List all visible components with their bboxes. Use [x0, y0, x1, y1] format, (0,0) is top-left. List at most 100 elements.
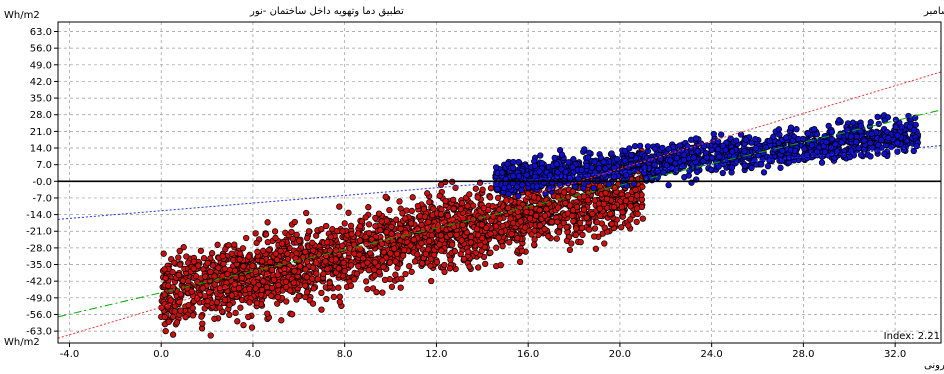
- data-point: [162, 327, 169, 335]
- y-tick-label: -63.0: [26, 327, 52, 338]
- data-point: [272, 250, 279, 257]
- data-point: [245, 253, 252, 260]
- data-point: [302, 248, 309, 255]
- data-point: [450, 205, 457, 212]
- data-point: [573, 225, 580, 232]
- data-point: [611, 164, 618, 172]
- data-point: [618, 203, 626, 211]
- data-point: [457, 206, 464, 213]
- data-point: [480, 204, 487, 212]
- data-point: [464, 202, 471, 210]
- data-point: [418, 221, 425, 229]
- data-point: [252, 268, 259, 275]
- data-point: [849, 119, 857, 126]
- data-point: [514, 183, 521, 190]
- data-point: [408, 268, 415, 275]
- data-point: [289, 311, 296, 318]
- data-point: [341, 267, 348, 275]
- data-point: [336, 293, 343, 300]
- y-tick-label: -56.0: [26, 310, 52, 321]
- data-point: [365, 204, 372, 211]
- data-point: [898, 124, 905, 131]
- data-point: [365, 230, 373, 237]
- data-point: [714, 146, 722, 153]
- data-point: [262, 231, 270, 238]
- data-point: [808, 142, 816, 149]
- data-point: [838, 139, 845, 146]
- data-point: [340, 259, 347, 266]
- data-point: [167, 297, 174, 304]
- data-point: [799, 135, 807, 143]
- data-point: [422, 250, 429, 258]
- data-point: [492, 223, 500, 230]
- data-point: [499, 243, 506, 250]
- data-point: [305, 218, 313, 225]
- data-point: [264, 219, 271, 226]
- data-point: [764, 163, 772, 170]
- data-point: [474, 231, 482, 239]
- data-point: [611, 173, 618, 180]
- data-point: [540, 179, 547, 186]
- data-point: [555, 204, 562, 211]
- data-point: [748, 164, 755, 172]
- data-point: [169, 313, 177, 320]
- data-point: [371, 259, 379, 266]
- data-point: [510, 158, 517, 166]
- data-point: [592, 245, 600, 252]
- data-point: [176, 298, 183, 306]
- data-point: [601, 240, 608, 247]
- data-point: [792, 147, 799, 155]
- data-point: [379, 289, 386, 296]
- data-point: [238, 275, 246, 282]
- data-point: [359, 255, 367, 262]
- data-point: [508, 230, 515, 238]
- data-point: [231, 267, 239, 274]
- data-point: [601, 224, 608, 231]
- data-point: [243, 234, 250, 242]
- data-point: [314, 275, 321, 283]
- data-point: [386, 206, 393, 214]
- data-point: [347, 222, 355, 229]
- data-point: [538, 160, 546, 167]
- data-point: [428, 277, 435, 285]
- data-point: [362, 214, 369, 221]
- data-point: [237, 304, 244, 311]
- data-point: [545, 200, 552, 207]
- data-point: [499, 169, 506, 176]
- data-point: [260, 278, 267, 285]
- y-tick-label: -49.0: [26, 293, 52, 304]
- data-point: [633, 192, 641, 199]
- data-point: [447, 256, 454, 263]
- data-point: [271, 228, 279, 235]
- x-tick-label: 20.0: [609, 349, 631, 360]
- data-point: [531, 194, 538, 201]
- data-point: [180, 244, 187, 251]
- data-point: [640, 169, 648, 177]
- x-axis-label: دمای هوای محیط بیرونی: [924, 360, 944, 371]
- data-point: [204, 260, 211, 267]
- data-point: [254, 248, 261, 255]
- data-point: [531, 162, 539, 170]
- data-point: [867, 153, 874, 160]
- data-point: [438, 247, 445, 254]
- data-point: [686, 167, 693, 174]
- data-point: [406, 263, 413, 270]
- data-point: [330, 293, 338, 301]
- data-point: [182, 314, 189, 321]
- data-point: [309, 264, 317, 271]
- data-point: [339, 228, 346, 235]
- data-point: [216, 304, 223, 311]
- data-point: [388, 223, 395, 230]
- data-point: [596, 183, 603, 190]
- data-point: [228, 250, 235, 257]
- y-tick-label: 49.0: [30, 60, 52, 71]
- data-point: [458, 237, 465, 244]
- data-point: [555, 229, 563, 236]
- data-point: [584, 154, 592, 161]
- data-point: [388, 230, 395, 237]
- data-point: [441, 268, 448, 276]
- data-point: [323, 222, 330, 230]
- data-point: [378, 240, 386, 248]
- data-point: [303, 209, 310, 217]
- x-tick-label: 16.0: [517, 349, 539, 360]
